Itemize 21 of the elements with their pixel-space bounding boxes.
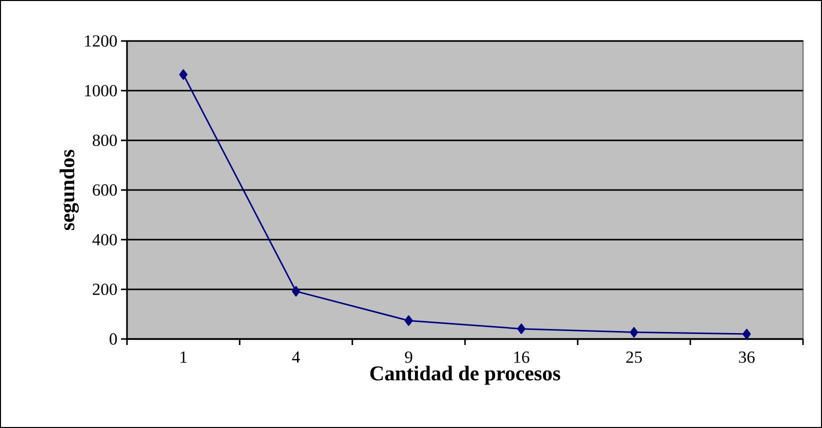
point bbox=[292, 286, 300, 297]
x-tick-label: 25 bbox=[626, 352, 642, 363]
y-tick-label: 400 bbox=[92, 234, 117, 246]
x-tick-label: 9 bbox=[404, 352, 412, 363]
point bbox=[179, 69, 188, 80]
x-tick-label: 4 bbox=[292, 352, 300, 363]
x-tick-label: 1 bbox=[180, 352, 187, 363]
y-tick-label: 1200 bbox=[85, 35, 117, 47]
point bbox=[630, 327, 638, 338]
y-tick-label: 800 bbox=[92, 134, 117, 146]
point bbox=[404, 315, 413, 326]
x-tick-label: 36 bbox=[739, 352, 755, 363]
point bbox=[517, 324, 526, 334]
y-tick-label: 600 bbox=[92, 184, 117, 196]
point bbox=[742, 328, 751, 340]
x-tick-label: 16 bbox=[514, 352, 530, 363]
y-tick-label: 200 bbox=[92, 284, 117, 296]
y-tick-label: 0 bbox=[110, 333, 117, 345]
y-tick-label: 1000 bbox=[85, 84, 117, 96]
y-axis-title: segundos bbox=[60, 150, 79, 230]
x-axis-title: Cantidad de procesos bbox=[370, 366, 560, 385]
